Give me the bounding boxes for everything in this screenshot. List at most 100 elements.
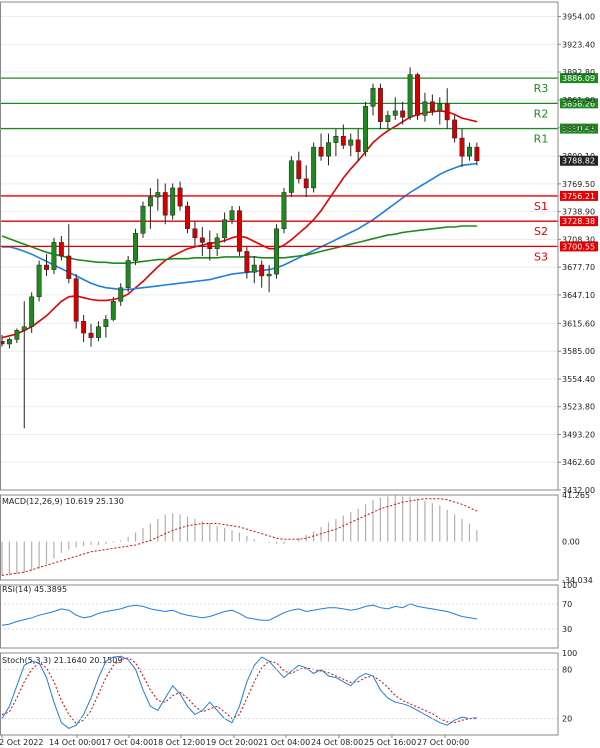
candle xyxy=(340,124,346,149)
candle-body xyxy=(385,115,391,122)
candle-body xyxy=(58,242,64,257)
time-tick-label: 17 Oct 04:00 xyxy=(101,738,153,747)
macd-axis-labels: 41.265 0.00 -34.034 xyxy=(562,491,593,585)
price-tick-label: 3647.10 xyxy=(562,291,595,300)
candle-body xyxy=(459,137,465,157)
level-name-r1: R1 xyxy=(534,133,549,146)
candle-body xyxy=(422,101,428,116)
price-grid xyxy=(0,16,561,491)
candle-body xyxy=(147,196,153,207)
candle-body xyxy=(29,296,35,327)
stoch-title: Stoch(5,3,3) 21.1640 20.1509 xyxy=(2,656,122,665)
candle xyxy=(118,283,124,306)
price-axis-labels: 3954.003923.403892.803861.903831.303800.… xyxy=(562,13,595,495)
price-tick-label: 3861.90 xyxy=(562,96,595,105)
candle xyxy=(207,230,213,261)
candle-body xyxy=(251,264,257,273)
candle xyxy=(162,183,168,225)
level-name-s3: S3 xyxy=(534,250,548,263)
time-tick-label: 18 Oct 12:00 xyxy=(153,738,205,747)
candle-body xyxy=(333,135,339,143)
time-tick-label: 14 Oct 00:00 xyxy=(49,738,101,747)
candles xyxy=(0,67,480,429)
candle xyxy=(400,101,406,125)
candle-body xyxy=(474,146,480,161)
level-tag-box-s3 xyxy=(560,241,598,252)
time-tick-label: 25 Oct 16:00 xyxy=(364,738,416,747)
candle xyxy=(229,206,235,225)
stoch-panel: Stoch(5,3,3) 21.1640 20.1509 100 80 20 xyxy=(0,649,577,729)
candle xyxy=(467,142,472,161)
candle-body xyxy=(103,319,109,327)
price-tick-label: 3954.00 xyxy=(562,13,595,22)
candle xyxy=(281,187,287,234)
time-tick-label: 12 Oct 2022 xyxy=(0,738,43,747)
level-name-s2: S2 xyxy=(534,225,548,238)
candle-body xyxy=(207,242,213,249)
level-tag-box-r3 xyxy=(560,73,598,84)
candle xyxy=(140,201,146,238)
candle-body xyxy=(177,187,183,207)
candle-body xyxy=(170,187,176,216)
stoch-tick-label: 100 xyxy=(562,649,577,658)
candle xyxy=(311,142,317,193)
candle xyxy=(44,254,49,276)
candle xyxy=(422,92,428,122)
price-tick-label: 3769.50 xyxy=(562,180,595,189)
level-tag-r1: 3830.43 xyxy=(562,125,595,134)
candle-body xyxy=(0,340,5,345)
level-name-r2: R2 xyxy=(534,107,549,120)
candle-body xyxy=(185,205,190,230)
price-tick-label: 3892.80 xyxy=(562,68,595,77)
candle xyxy=(185,201,190,234)
time-tick-label: 21 Oct 04:00 xyxy=(258,738,310,747)
moving-average-line-2 xyxy=(1,225,477,265)
candle-body xyxy=(14,330,20,340)
candle xyxy=(407,67,413,120)
level-name-r3: R3 xyxy=(534,82,549,95)
macd-tick-label: 41.265 xyxy=(562,491,590,500)
candle-body xyxy=(326,142,331,157)
time-tick-label: 27 Oct 00:00 xyxy=(417,738,469,747)
candle xyxy=(303,165,309,198)
macd-tick-label: 0.00 xyxy=(562,538,580,547)
stoch-tick-label: 80 xyxy=(562,665,572,674)
level-tag-box-r2 xyxy=(560,98,598,109)
candle-body xyxy=(437,103,443,112)
candle-body xyxy=(259,264,265,277)
candle-body xyxy=(348,139,354,146)
candle-body xyxy=(392,110,398,116)
candle xyxy=(333,128,339,157)
candle xyxy=(474,142,480,166)
candle xyxy=(288,156,294,198)
panel-frame-0 xyxy=(0,1,559,491)
candle xyxy=(88,324,94,347)
candle-body xyxy=(192,228,198,239)
candle xyxy=(214,233,220,256)
candle xyxy=(58,236,64,261)
panel-frame-1 xyxy=(0,494,559,581)
candle xyxy=(444,88,450,129)
price-panel: R3 3886.09 R2 3858.26 R1 3830.43 S1 3756.21 S2 37… xyxy=(0,13,598,495)
candle xyxy=(459,128,465,168)
candle-body xyxy=(21,326,27,331)
stoch-signal-line xyxy=(1,657,477,725)
level-tag-box-s1 xyxy=(560,190,598,201)
stoch-axis-labels: 100 80 20 xyxy=(0,649,577,724)
candle-body xyxy=(66,255,72,279)
candle xyxy=(66,224,72,284)
current-price-box xyxy=(560,155,598,166)
candle xyxy=(192,221,198,247)
candle-body xyxy=(229,210,235,220)
candle xyxy=(370,83,376,116)
candle xyxy=(363,101,369,157)
candle xyxy=(274,224,279,279)
candle-body xyxy=(274,228,279,275)
candle-body xyxy=(133,233,139,261)
candle-body xyxy=(140,205,146,234)
candle xyxy=(51,237,57,275)
candle-body xyxy=(370,87,376,107)
candle xyxy=(251,255,257,284)
